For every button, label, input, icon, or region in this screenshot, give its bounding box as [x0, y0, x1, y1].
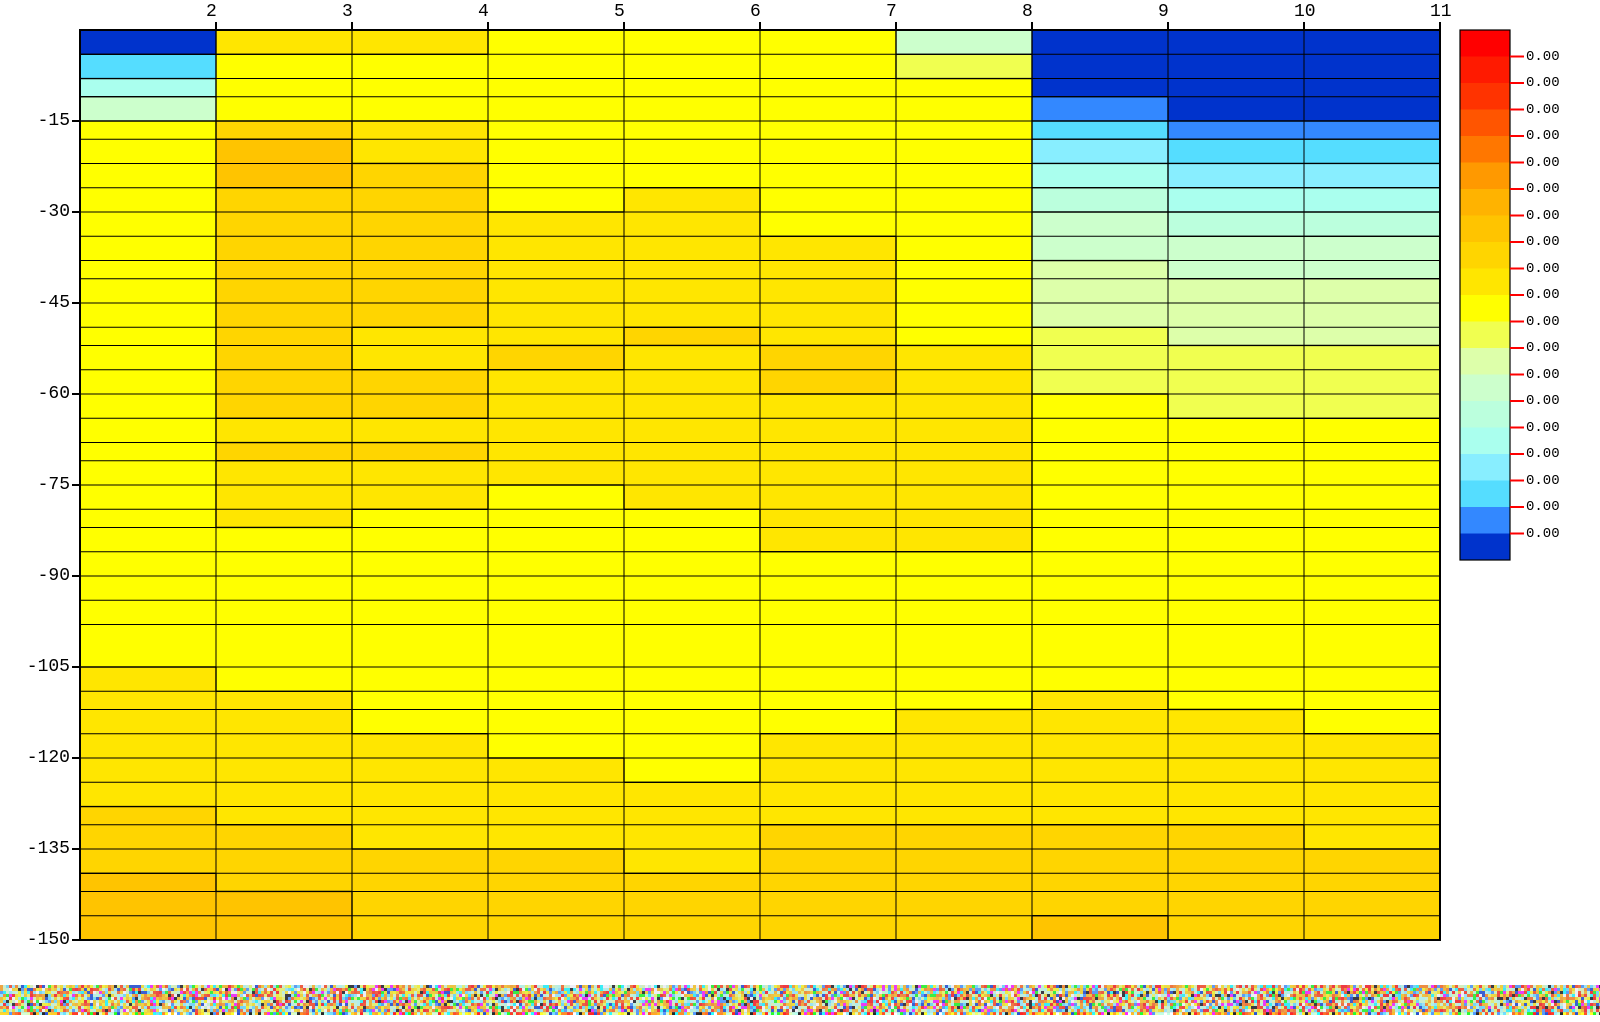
y-tick-label: -15 — [38, 111, 70, 131]
x-tick-label: 11 — [1430, 2, 1452, 22]
color-legend — [1460, 30, 1524, 561]
x-tick-label: 2 — [206, 2, 217, 22]
legend-tick-label: 0.00 — [1526, 446, 1560, 462]
legend-tick-label: 0.00 — [1526, 261, 1560, 277]
y-tick-label: -90 — [38, 566, 70, 586]
x-tick-label: 5 — [614, 2, 625, 22]
x-tick-label: 9 — [1158, 2, 1169, 22]
y-tick-label: -60 — [38, 384, 70, 404]
legend-tick-label: 0.00 — [1526, 102, 1560, 118]
legend-tick-label: 0.00 — [1526, 128, 1560, 144]
y-tick-label: -135 — [27, 839, 70, 859]
legend-tick-label: 0.00 — [1526, 340, 1560, 356]
x-tick-label: 3 — [342, 2, 353, 22]
legend-tick-label: 0.00 — [1526, 473, 1560, 489]
noise-strip — [0, 985, 1600, 1015]
x-tick-label: 10 — [1294, 2, 1316, 22]
y-tick-label: -105 — [27, 657, 70, 677]
y-tick-label: -150 — [27, 930, 70, 950]
y-tick-label: -120 — [27, 748, 70, 768]
legend-tick-label: 0.00 — [1526, 287, 1560, 303]
x-tick-label: 8 — [1022, 2, 1033, 22]
contour-heatmap-chart — [0, 0, 1600, 1017]
legend-tick-label: 0.00 — [1526, 49, 1560, 65]
x-tick-label: 6 — [750, 2, 761, 22]
y-tick-label: -30 — [38, 202, 70, 222]
legend-tick-label: 0.00 — [1526, 208, 1560, 224]
y-tick-label: -45 — [38, 293, 70, 313]
x-tick-label: 4 — [478, 2, 489, 22]
legend-tick-label: 0.00 — [1526, 526, 1560, 542]
x-tick-label: 7 — [886, 2, 897, 22]
legend-tick-label: 0.00 — [1526, 420, 1560, 436]
legend-tick-label: 0.00 — [1526, 314, 1560, 330]
legend-tick-label: 0.00 — [1526, 155, 1560, 171]
y-tick-label: -75 — [38, 475, 70, 495]
legend-tick-label: 0.00 — [1526, 181, 1560, 197]
legend-tick-label: 0.00 — [1526, 393, 1560, 409]
legend-tick-label: 0.00 — [1526, 499, 1560, 515]
legend-tick-label: 0.00 — [1526, 234, 1560, 250]
legend-tick-label: 0.00 — [1526, 367, 1560, 383]
legend-tick-label: 0.00 — [1526, 75, 1560, 91]
